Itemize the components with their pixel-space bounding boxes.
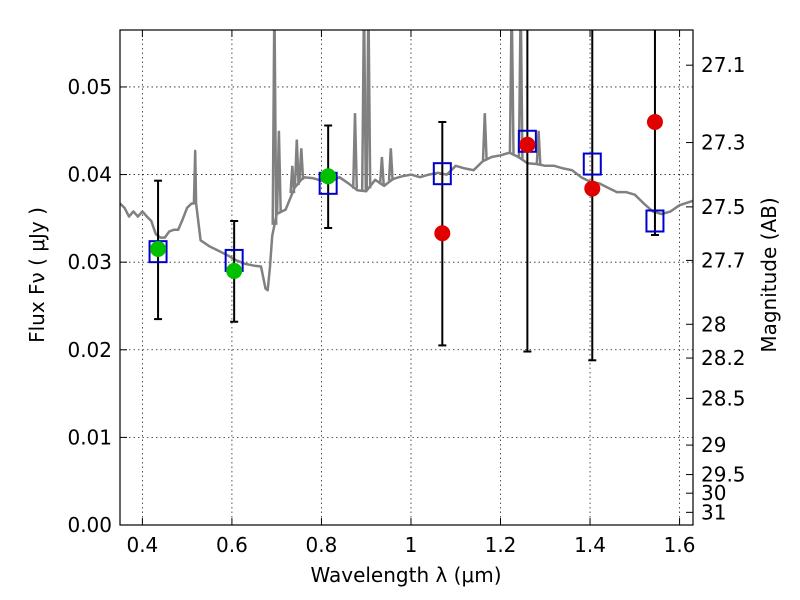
model-emission-line [289, 165, 296, 194]
x-tick-label: 1.4 [574, 533, 606, 557]
model-emission-line [481, 113, 488, 161]
x-tick-label: 1 [405, 533, 418, 557]
green-data-point [226, 262, 243, 279]
plot-background [120, 30, 693, 525]
right-tick-label: 31 [701, 500, 726, 524]
right-tick-label: 28.2 [701, 346, 746, 370]
model-emission-line [360, 30, 368, 192]
model-emission-line [508, 30, 515, 154]
red-data-point [434, 225, 451, 242]
red-data-point [519, 136, 536, 153]
model-emission-line [298, 148, 305, 180]
template-square-marker [432, 162, 452, 186]
model-emission-line [275, 130, 282, 213]
right-axis-label: Magnitude (AB) [757, 197, 781, 352]
x-tick-label: 1.2 [485, 533, 517, 557]
plot-frame [119, 29, 694, 526]
model-emission-line [351, 113, 359, 189]
green-data-point [150, 241, 167, 258]
y-tick-label: 0.00 [67, 513, 112, 537]
model-emission-line [365, 30, 372, 189]
model-continuum [120, 149, 693, 292]
template-square-marker [582, 152, 602, 176]
model-emission-line [293, 139, 300, 186]
red-data-point [646, 113, 663, 130]
y-axis-ticks: 0.00 0.01 0.02 0.03 0.04 0.05 [67, 75, 127, 537]
right-tick-label: 27.1 [701, 53, 746, 77]
right-tick-label: 28 [701, 312, 726, 336]
model-emission-line [378, 156, 385, 185]
x-tick-label: 1.6 [664, 533, 696, 557]
model-emission-line [517, 30, 524, 159]
green-data-point [320, 168, 337, 185]
y-tick-label: 0.02 [67, 338, 112, 362]
right-tick-label: 27.3 [701, 131, 746, 155]
observed-points [150, 113, 663, 279]
y-axis-label: Flux Fν ( μJy ) [25, 207, 49, 343]
right-tick-label: 29 [701, 433, 726, 457]
right-tick-label: 30 [701, 481, 726, 505]
model-spectrum [120, 30, 693, 292]
right-tick-label: 27.5 [701, 195, 746, 219]
template-square-marker [645, 209, 665, 233]
x-tick-label: 0.8 [306, 533, 338, 557]
x-tick-label: 0.6 [216, 533, 248, 557]
y-tick-label: 0.03 [67, 250, 112, 274]
right-tick-label: 27.7 [701, 248, 746, 272]
y-tick-label: 0.01 [67, 425, 112, 449]
right-tick-label: 28.5 [701, 386, 746, 410]
x-axis-label: Wavelength λ (μm) [310, 563, 501, 587]
right-tick-label: 29.5 [701, 463, 746, 487]
y-tick-label: 0.05 [67, 75, 112, 99]
red-data-point [584, 180, 601, 197]
y-tick-label: 0.04 [67, 163, 112, 187]
model-emission-line [271, 30, 278, 225]
x-axis-ticks: 0.4 0.6 0.8 1 1.2 1.4 1.6 [126, 30, 695, 557]
x-tick-label: 0.4 [126, 533, 158, 557]
model-emission-line [535, 130, 542, 165]
model-emission-line [387, 148, 394, 181]
